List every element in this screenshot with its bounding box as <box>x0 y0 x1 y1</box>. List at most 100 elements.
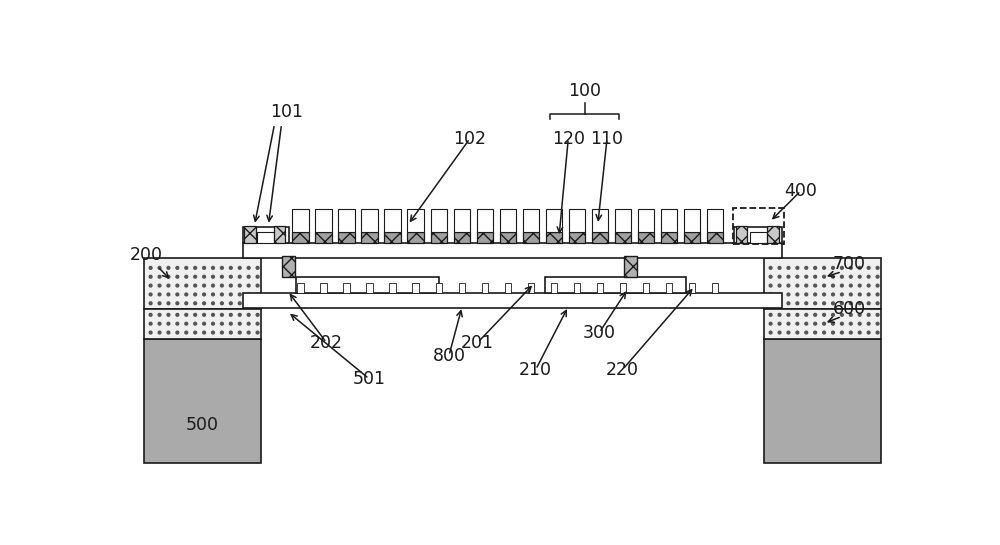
Circle shape <box>256 267 259 269</box>
Circle shape <box>229 313 232 316</box>
Circle shape <box>841 313 843 316</box>
Bar <box>592 232 608 243</box>
Bar <box>361 209 378 232</box>
Bar <box>436 283 442 293</box>
Circle shape <box>167 331 170 334</box>
Circle shape <box>876 313 879 316</box>
Circle shape <box>814 284 817 287</box>
Circle shape <box>194 284 197 287</box>
Bar <box>505 283 511 293</box>
Circle shape <box>238 293 241 296</box>
Circle shape <box>238 284 241 287</box>
Bar <box>459 283 465 293</box>
Circle shape <box>238 302 241 305</box>
Bar <box>528 283 534 293</box>
Circle shape <box>149 284 152 287</box>
Circle shape <box>149 331 152 334</box>
Circle shape <box>247 302 250 305</box>
Circle shape <box>176 331 179 334</box>
Circle shape <box>221 331 223 334</box>
Bar <box>500 209 516 232</box>
Circle shape <box>849 313 852 316</box>
Circle shape <box>858 284 861 287</box>
Circle shape <box>841 267 843 269</box>
Circle shape <box>158 322 161 325</box>
Circle shape <box>876 284 879 287</box>
Bar <box>144 258 261 310</box>
Circle shape <box>149 313 152 316</box>
Text: 501: 501 <box>353 370 386 388</box>
Bar <box>569 232 585 243</box>
Bar <box>315 209 332 232</box>
Circle shape <box>796 331 799 334</box>
Circle shape <box>832 322 834 325</box>
Bar <box>482 283 488 293</box>
Circle shape <box>247 322 250 325</box>
Bar <box>243 227 289 243</box>
Circle shape <box>247 313 250 316</box>
Text: 400: 400 <box>784 182 817 200</box>
Circle shape <box>778 267 781 269</box>
Circle shape <box>787 322 790 325</box>
Bar <box>477 209 493 232</box>
Text: 100: 100 <box>568 82 601 100</box>
Circle shape <box>238 275 241 278</box>
Circle shape <box>256 275 259 278</box>
Circle shape <box>203 284 205 287</box>
Circle shape <box>858 267 861 269</box>
Bar <box>523 209 539 232</box>
Bar <box>592 209 608 232</box>
Bar <box>624 256 637 277</box>
Circle shape <box>238 331 241 334</box>
Circle shape <box>778 275 781 278</box>
Circle shape <box>858 322 861 325</box>
Circle shape <box>229 302 232 305</box>
Circle shape <box>849 293 852 296</box>
Bar <box>736 226 747 243</box>
Circle shape <box>158 293 161 296</box>
Circle shape <box>805 275 808 278</box>
Circle shape <box>849 267 852 269</box>
Circle shape <box>185 331 188 334</box>
Circle shape <box>841 322 843 325</box>
Bar <box>384 209 401 232</box>
Bar <box>574 283 580 293</box>
Circle shape <box>787 331 790 334</box>
Bar <box>454 232 470 243</box>
Circle shape <box>805 284 808 287</box>
Circle shape <box>194 275 197 278</box>
Circle shape <box>787 284 790 287</box>
Circle shape <box>814 275 817 278</box>
Bar <box>638 209 654 232</box>
Circle shape <box>185 313 188 316</box>
Circle shape <box>203 267 205 269</box>
Circle shape <box>247 284 250 287</box>
Circle shape <box>858 293 861 296</box>
Circle shape <box>778 293 781 296</box>
Circle shape <box>221 293 223 296</box>
Circle shape <box>867 267 870 269</box>
Bar <box>764 258 881 310</box>
Text: 120: 120 <box>552 130 585 148</box>
Circle shape <box>832 331 834 334</box>
Circle shape <box>176 313 179 316</box>
Circle shape <box>805 302 808 305</box>
Circle shape <box>849 284 852 287</box>
Circle shape <box>787 313 790 316</box>
Circle shape <box>849 322 852 325</box>
Circle shape <box>212 284 214 287</box>
Circle shape <box>823 275 825 278</box>
Circle shape <box>841 284 843 287</box>
Circle shape <box>167 267 170 269</box>
Circle shape <box>149 302 152 305</box>
Circle shape <box>203 275 205 278</box>
Circle shape <box>876 302 879 305</box>
Bar <box>274 226 285 243</box>
Circle shape <box>256 313 259 316</box>
Circle shape <box>867 331 870 334</box>
Text: 500: 500 <box>186 416 219 434</box>
Circle shape <box>229 284 232 287</box>
Bar <box>407 209 424 232</box>
Bar <box>244 226 256 243</box>
Circle shape <box>876 331 879 334</box>
